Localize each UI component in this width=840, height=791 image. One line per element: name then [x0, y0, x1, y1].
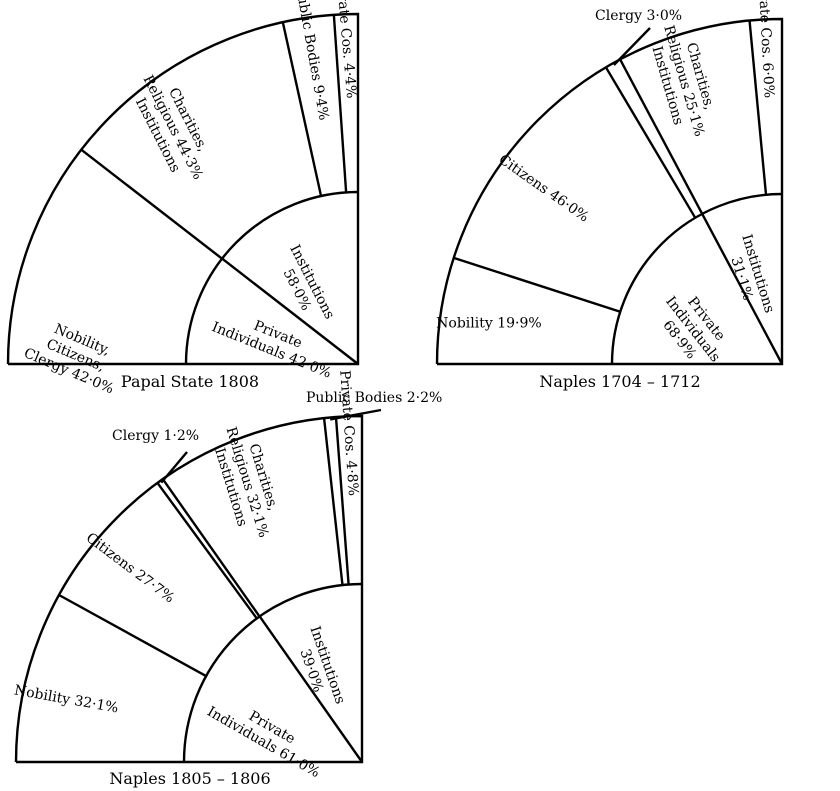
- outer-slice-clergy-label: Clergy 3·0%: [595, 8, 682, 24]
- outer-ring-outline: [435, 17, 784, 366]
- outer-slice-public-bodies-label: Public Bodies 2·2%: [306, 390, 442, 406]
- chart-naples-1704-1712: Nobility 19·9%Citizens 46·0%Clergy 3·0%C…: [435, 0, 784, 391]
- outer-ring-outline: [6, 12, 360, 366]
- outer-slice-public-bodies-divider: [332, 14, 348, 193]
- outer-slice-charities-religious-institutions-divider: [322, 417, 344, 586]
- outer-slice-charities-religious-institutions-divider: [281, 21, 323, 197]
- outer-slice-charities-religious-institutions-label: Charities,Religious 44·3%Institutions: [124, 65, 221, 190]
- inner-ring-arc: [610, 192, 783, 365]
- outer-slice-nobility-citizens-clergy-divider: [80, 148, 223, 260]
- inner-slice-private-individuals-label: PrivateIndividuals 61·0%: [204, 689, 331, 781]
- outer-slice-private-cos-label: Private Cos. 6·0%: [754, 0, 777, 98]
- outer-slice-charities-religious-institutions-label: Charities,Religious 32·1%Institutions: [206, 420, 287, 544]
- inner-slice-private-individuals-divider: [258, 615, 363, 763]
- outer-slice-clergy-leader-line: [160, 451, 188, 484]
- outer-slice-nobility-label: Nobility 19·9%: [436, 316, 542, 332]
- outer-slice-citizens-divider: [156, 482, 258, 620]
- inner-ring-arc: [182, 582, 363, 763]
- outer-slice-public-bodies-label: Public Bodies 9·4%: [292, 0, 331, 122]
- chart-naples-1805-1806: Nobility 32·1% Citizens 27·7% Clergy 1·2% C…: [13, 370, 442, 788]
- inner-slice-private-individuals-divider: [221, 257, 359, 365]
- outer-slice-clergy-divider: [619, 58, 704, 215]
- inner-slice-institutions-label: Institutions58·0%: [271, 242, 337, 329]
- outer-slice-clergy-label: Clergy 1·2%: [112, 428, 199, 444]
- outer-slice-public-bodies-leader-line: [329, 408, 382, 421]
- outer-slice-nobility-divider: [58, 593, 207, 678]
- outer-slice-nobility-citizens-clergy-label: Nobility,Citizens,Clergy 42·0%: [21, 314, 129, 398]
- inner-ring-arc: [184, 190, 359, 365]
- inner-slice-institutions-label: Institutions39·0%: [290, 624, 348, 712]
- outer-slice-nobility-label: Nobility 32·1%: [13, 682, 120, 716]
- outer-slice-nobility-divider: [453, 256, 621, 313]
- inner-slice-private-individuals-divider: [701, 213, 784, 365]
- outer-slice-public-bodies-divider: [334, 416, 350, 585]
- chart-title: Naples 1704 – 1712: [539, 372, 700, 391]
- outer-slice-clergy-leader-line: [613, 27, 651, 66]
- chart-title: Naples 1805 – 1806: [109, 769, 270, 788]
- inner-slice-institutions-label: Institutions31·1%: [722, 233, 777, 320]
- outer-ring-outline: [14, 414, 364, 764]
- outer-slice-clergy-divider: [161, 478, 261, 618]
- chart-papal-state-1808: Nobility,Citizens,Clergy 42·0% Charities,…: [6, 0, 360, 398]
- outer-slice-citizens-label: Citizens 46·0%: [496, 152, 592, 226]
- outer-slice-charities-religious-institutions-divider: [748, 20, 768, 195]
- outer-slice-citizens-label: Citizens 27·7%: [83, 530, 177, 607]
- inner-slice-private-individuals-label: PrivateIndividuals68·9%: [649, 283, 737, 376]
- outer-slice-citizens-divider: [604, 66, 697, 219]
- chart-title: Papal State 1808: [121, 372, 259, 391]
